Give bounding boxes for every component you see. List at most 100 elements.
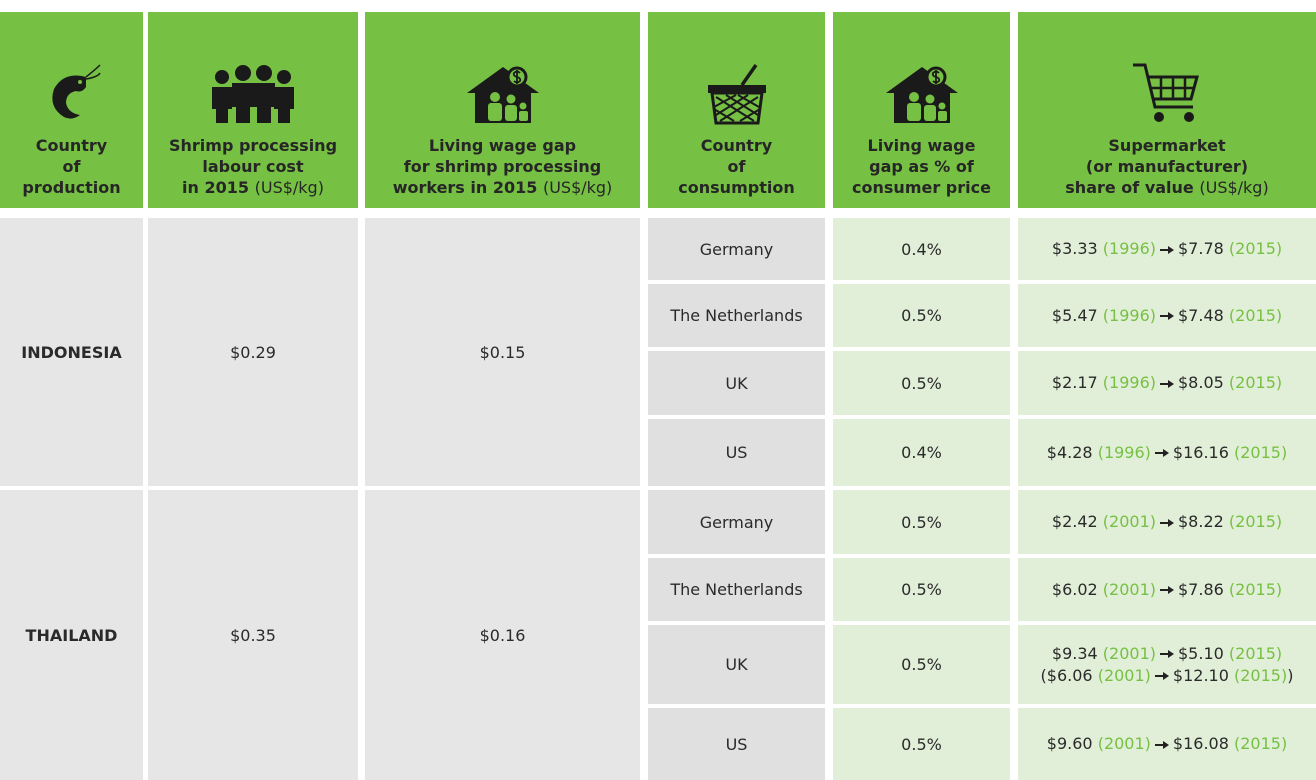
header-line: Supermarket [1108,135,1225,156]
header-line: share of value (US$/kg) [1065,177,1268,198]
header-text: Country [35,136,108,155]
share-to-year: (2015) [1228,305,1283,325]
header-unit: (US$/kg) [1199,178,1269,197]
header-text: consumption [678,178,795,197]
gap-pct-cell: 0.5% [833,708,1010,780]
share-line: $5.47 (1996) $7.48 (2015) [1052,305,1282,327]
header-cell: Country of production [0,12,143,208]
share-to-year: (2015) [1233,734,1288,753]
header-line: for shrimp processing [404,156,601,177]
share-from: $3.33 [1051,239,1098,258]
share-cell: $9.34 (2001) $5.10 (2015) ($6.06 (2001) $12… [1018,625,1316,704]
gap-pct-cell: 0.5% [833,558,1010,621]
header-text: Shrimp processing [168,136,338,155]
share-from: $4.28 [1046,442,1093,462]
gap-percent: 0.4% [901,239,942,259]
header-text: consumer price [852,178,991,197]
share-from-year: (2001) [1097,665,1151,685]
header-text: production [22,178,121,197]
header-line: production [22,177,120,198]
labour-cost-cell: $0.35 [148,490,358,780]
share-cell: $3.33 (1996) $7.78 (2015) [1018,218,1316,280]
header-text: gap as % of [869,157,974,176]
header-line: Country [701,135,772,156]
share-line: $6.02 (2001) $7.86 (2015) [1052,579,1282,601]
header-line: Living wage gap [429,135,576,156]
arrow [1160,379,1174,388]
country: THAILAND [25,625,118,645]
consumer-cell: US [648,419,825,486]
share-from: $9.34 [1051,643,1098,663]
header-cell: Living wage gap as % of consumer price [833,12,1010,208]
share-to: $16.08 [1172,734,1229,753]
arrow [1160,312,1174,320]
share-cell: $6.02 (2001) $7.86 (2015) [1018,558,1316,621]
gap-pct-cell: 0.5% [833,625,1010,704]
arrow [1154,672,1169,680]
consumer-country: Germany [699,239,774,259]
share-from-year: (1996) [1102,373,1156,392]
header-unit: (US$/kg) [542,178,613,197]
share-cell: $4.28 (1996) $16.16 (2015) [1018,419,1316,486]
country-cell: THAILAND [0,490,143,780]
gap-pct-cell: 0.5% [833,351,1010,415]
header-line: (or manufacturer) [1086,156,1248,177]
share-to: $7.78 [1178,239,1224,258]
share-from-year: (1996) [1102,239,1156,258]
share-from: $6.02 [1051,579,1098,599]
share-to-year: (2015) [1228,239,1283,258]
share-to: $8.05 [1178,373,1224,392]
share-line: $2.42 (2001) $8.22 (2015) [1052,511,1282,533]
share-from: $6.06 [1046,665,1093,685]
share-to: $7.86 [1178,579,1224,599]
header-cell: Living wage gap for shrimp processing work… [365,12,640,208]
consumer-cell: UK [648,625,825,704]
arrow [1160,650,1174,658]
share-to-year: (2015) [1228,579,1283,599]
gap-percent: 0.5% [901,580,942,599]
header-text: labour cost [202,157,304,176]
header-line: consumer price [852,177,991,198]
gap-percent: 0.5% [901,734,942,754]
paren: ) [1287,665,1294,685]
arrow [1160,245,1174,254]
share-from: $2.17 [1051,373,1098,392]
header-icon [212,65,294,123]
share-cell: $2.17 (1996) $8.05 (2015) [1018,351,1316,415]
header-text: Country [700,136,773,155]
consumer-country: US [725,443,748,462]
header-text: (or manufacturer) [1085,157,1249,176]
country-cell: INDONESIA [0,218,143,486]
header-text: workers in 2015 [392,178,538,197]
share-from: $9.60 [1046,734,1093,753]
header-text: Living wage gap [428,136,577,155]
wage-gap: $0.16 [479,625,526,645]
header-line: workers in 2015 (US$/kg) [393,177,613,198]
header-cell: Shrimp processing labour cost in 2015 (US$… [148,12,358,208]
header-text: of [727,157,746,176]
wage-gap: $0.15 [479,342,526,362]
wage-gap-cell: $0.15 [365,218,640,486]
header-text: of [62,157,81,176]
consumer-cell: UK [648,351,825,415]
arrow [1160,518,1174,527]
share-to: $16.16 [1172,442,1229,462]
header-icon [1133,63,1199,122]
share-to-year: (2015) [1233,665,1288,685]
share-from: $2.42 [1051,512,1098,531]
header-cell: Country of consumption [648,12,825,208]
header-line: labour cost [202,156,303,177]
header-text: share of value [1065,178,1194,197]
header-icon [707,63,766,125]
paren: ( [1040,665,1047,685]
wage-gap-cell: $0.16 [365,490,640,780]
header-line: in 2015 (US$/kg) [182,177,324,198]
gap-percent: 0.5% [901,512,942,532]
share-from-year: (1996) [1097,442,1151,462]
labour-cost: $0.35 [230,625,276,645]
share-from-year: (1996) [1102,305,1156,325]
share-to-year: (2015) [1228,512,1283,531]
header-icon [51,64,101,119]
share-cell: $2.42 (2001) $8.22 (2015) [1018,490,1316,554]
share-from-year: (2001) [1102,643,1156,663]
